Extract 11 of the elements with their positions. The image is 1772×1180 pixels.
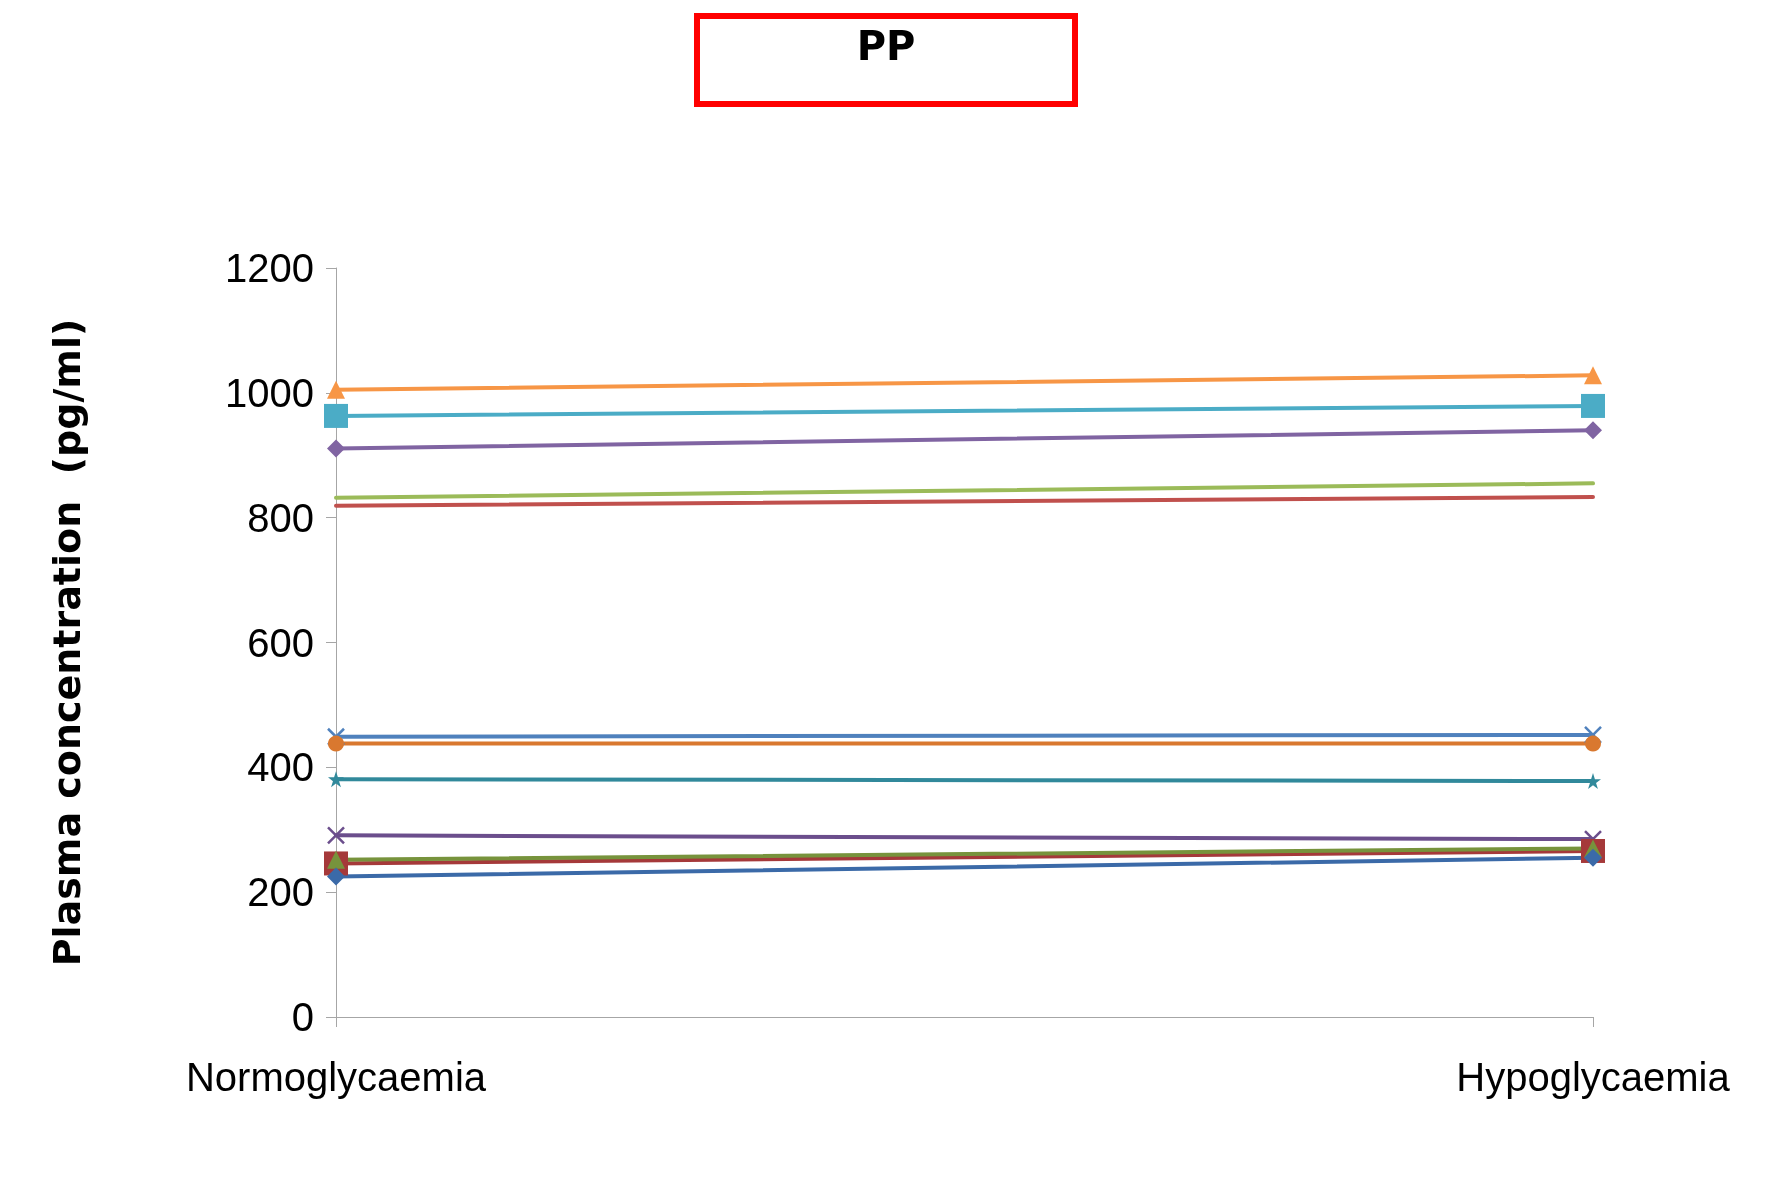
y-tick-label: 1000 — [225, 370, 314, 415]
y-tick-label: 400 — [247, 745, 314, 790]
y-axis-title: Plasma concentration (pg/ml) — [45, 318, 89, 967]
y-tick-label: 800 — [247, 495, 314, 540]
chart-title: PP — [856, 23, 916, 69]
y-tick-label: 600 — [247, 620, 314, 665]
x-tick-label: Hypoglycaemia — [1456, 1055, 1731, 1099]
y-tick-label: 1200 — [225, 246, 314, 290]
x-tick-label: Normoglycaemia — [185, 1055, 487, 1099]
y-tick-label: 200 — [247, 870, 314, 915]
y-tick-label: 0 — [291, 995, 314, 1039]
